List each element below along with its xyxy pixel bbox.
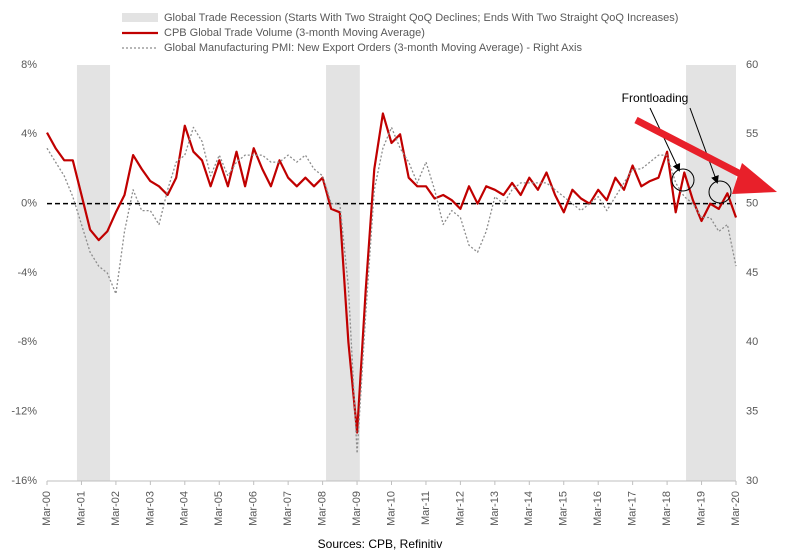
y2-tick-label: 40 <box>746 336 758 348</box>
x-tick-label: Mar-08 <box>317 491 329 526</box>
y-tick-label: 8% <box>21 59 37 71</box>
x-tick-label: Mar-16 <box>592 491 604 526</box>
legend-label: CPB Global Trade Volume (3-month Moving … <box>164 27 425 39</box>
x-tick-label: Mar-19 <box>695 491 707 526</box>
y2-tick-label: 30 <box>746 475 758 487</box>
legend-label: Global Manufacturing PMI: New Export Ord… <box>164 42 582 54</box>
y2-tick-label: 45 <box>746 267 758 279</box>
y2-tick-label: 50 <box>746 198 758 210</box>
y-tick-label: -8% <box>17 336 37 348</box>
x-tick-label: Mar-13 <box>489 491 501 526</box>
x-tick-label: Mar-18 <box>661 491 673 526</box>
trend-arrow-head <box>732 163 777 194</box>
y-tick-label: 0% <box>21 198 37 210</box>
highlight-circle <box>671 168 695 192</box>
trend-arrow <box>634 116 754 184</box>
recession-band <box>76 65 111 481</box>
y2-tick-label: 55 <box>746 128 758 140</box>
x-tick-label: Mar-11 <box>420 491 432 525</box>
x-tick-label: Mar-02 <box>110 491 122 526</box>
x-tick-label: Mar-03 <box>144 491 156 526</box>
y-tick-label: 4% <box>21 128 37 140</box>
series-line <box>46 126 737 454</box>
legend-label: Global Trade Recession (Starts With Two … <box>164 12 678 24</box>
x-tick-label: Mar-04 <box>179 491 191 526</box>
x-tick-label: Mar-09 <box>351 491 363 526</box>
x-tick-label: Mar-17 <box>627 491 639 526</box>
x-tick-label: Mar-01 <box>75 491 87 526</box>
x-tick-label: Mar-07 <box>282 491 294 526</box>
annotation-arrow <box>649 107 681 172</box>
series-line <box>46 112 738 434</box>
recession-band <box>686 65 736 481</box>
y2-tick-label: 35 <box>746 406 758 418</box>
y2-tick-label: 60 <box>746 59 758 71</box>
highlight-circle <box>708 180 732 204</box>
y-tick-label: -12% <box>11 406 37 418</box>
y-tick-label: -16% <box>11 475 37 487</box>
annotation: Frontloading <box>622 91 689 105</box>
annotation-arrow <box>689 107 719 184</box>
source: Sources: CPB, Refinitiv <box>318 537 443 551</box>
x-tick-label: Mar-05 <box>213 491 225 526</box>
x-tick-label: Mar-15 <box>558 491 570 526</box>
x-tick-label: Mar-20 <box>730 491 742 526</box>
x-tick-label: Mar-12 <box>454 491 466 526</box>
x-tick-label: Mar-06 <box>248 491 260 526</box>
y-tick-label: -4% <box>17 267 37 279</box>
x-tick-label: Mar-14 <box>523 491 535 526</box>
x-tick-label: Mar-00 <box>41 491 53 526</box>
x-tick-label: Mar-10 <box>385 491 397 526</box>
legend-swatch <box>122 13 158 22</box>
